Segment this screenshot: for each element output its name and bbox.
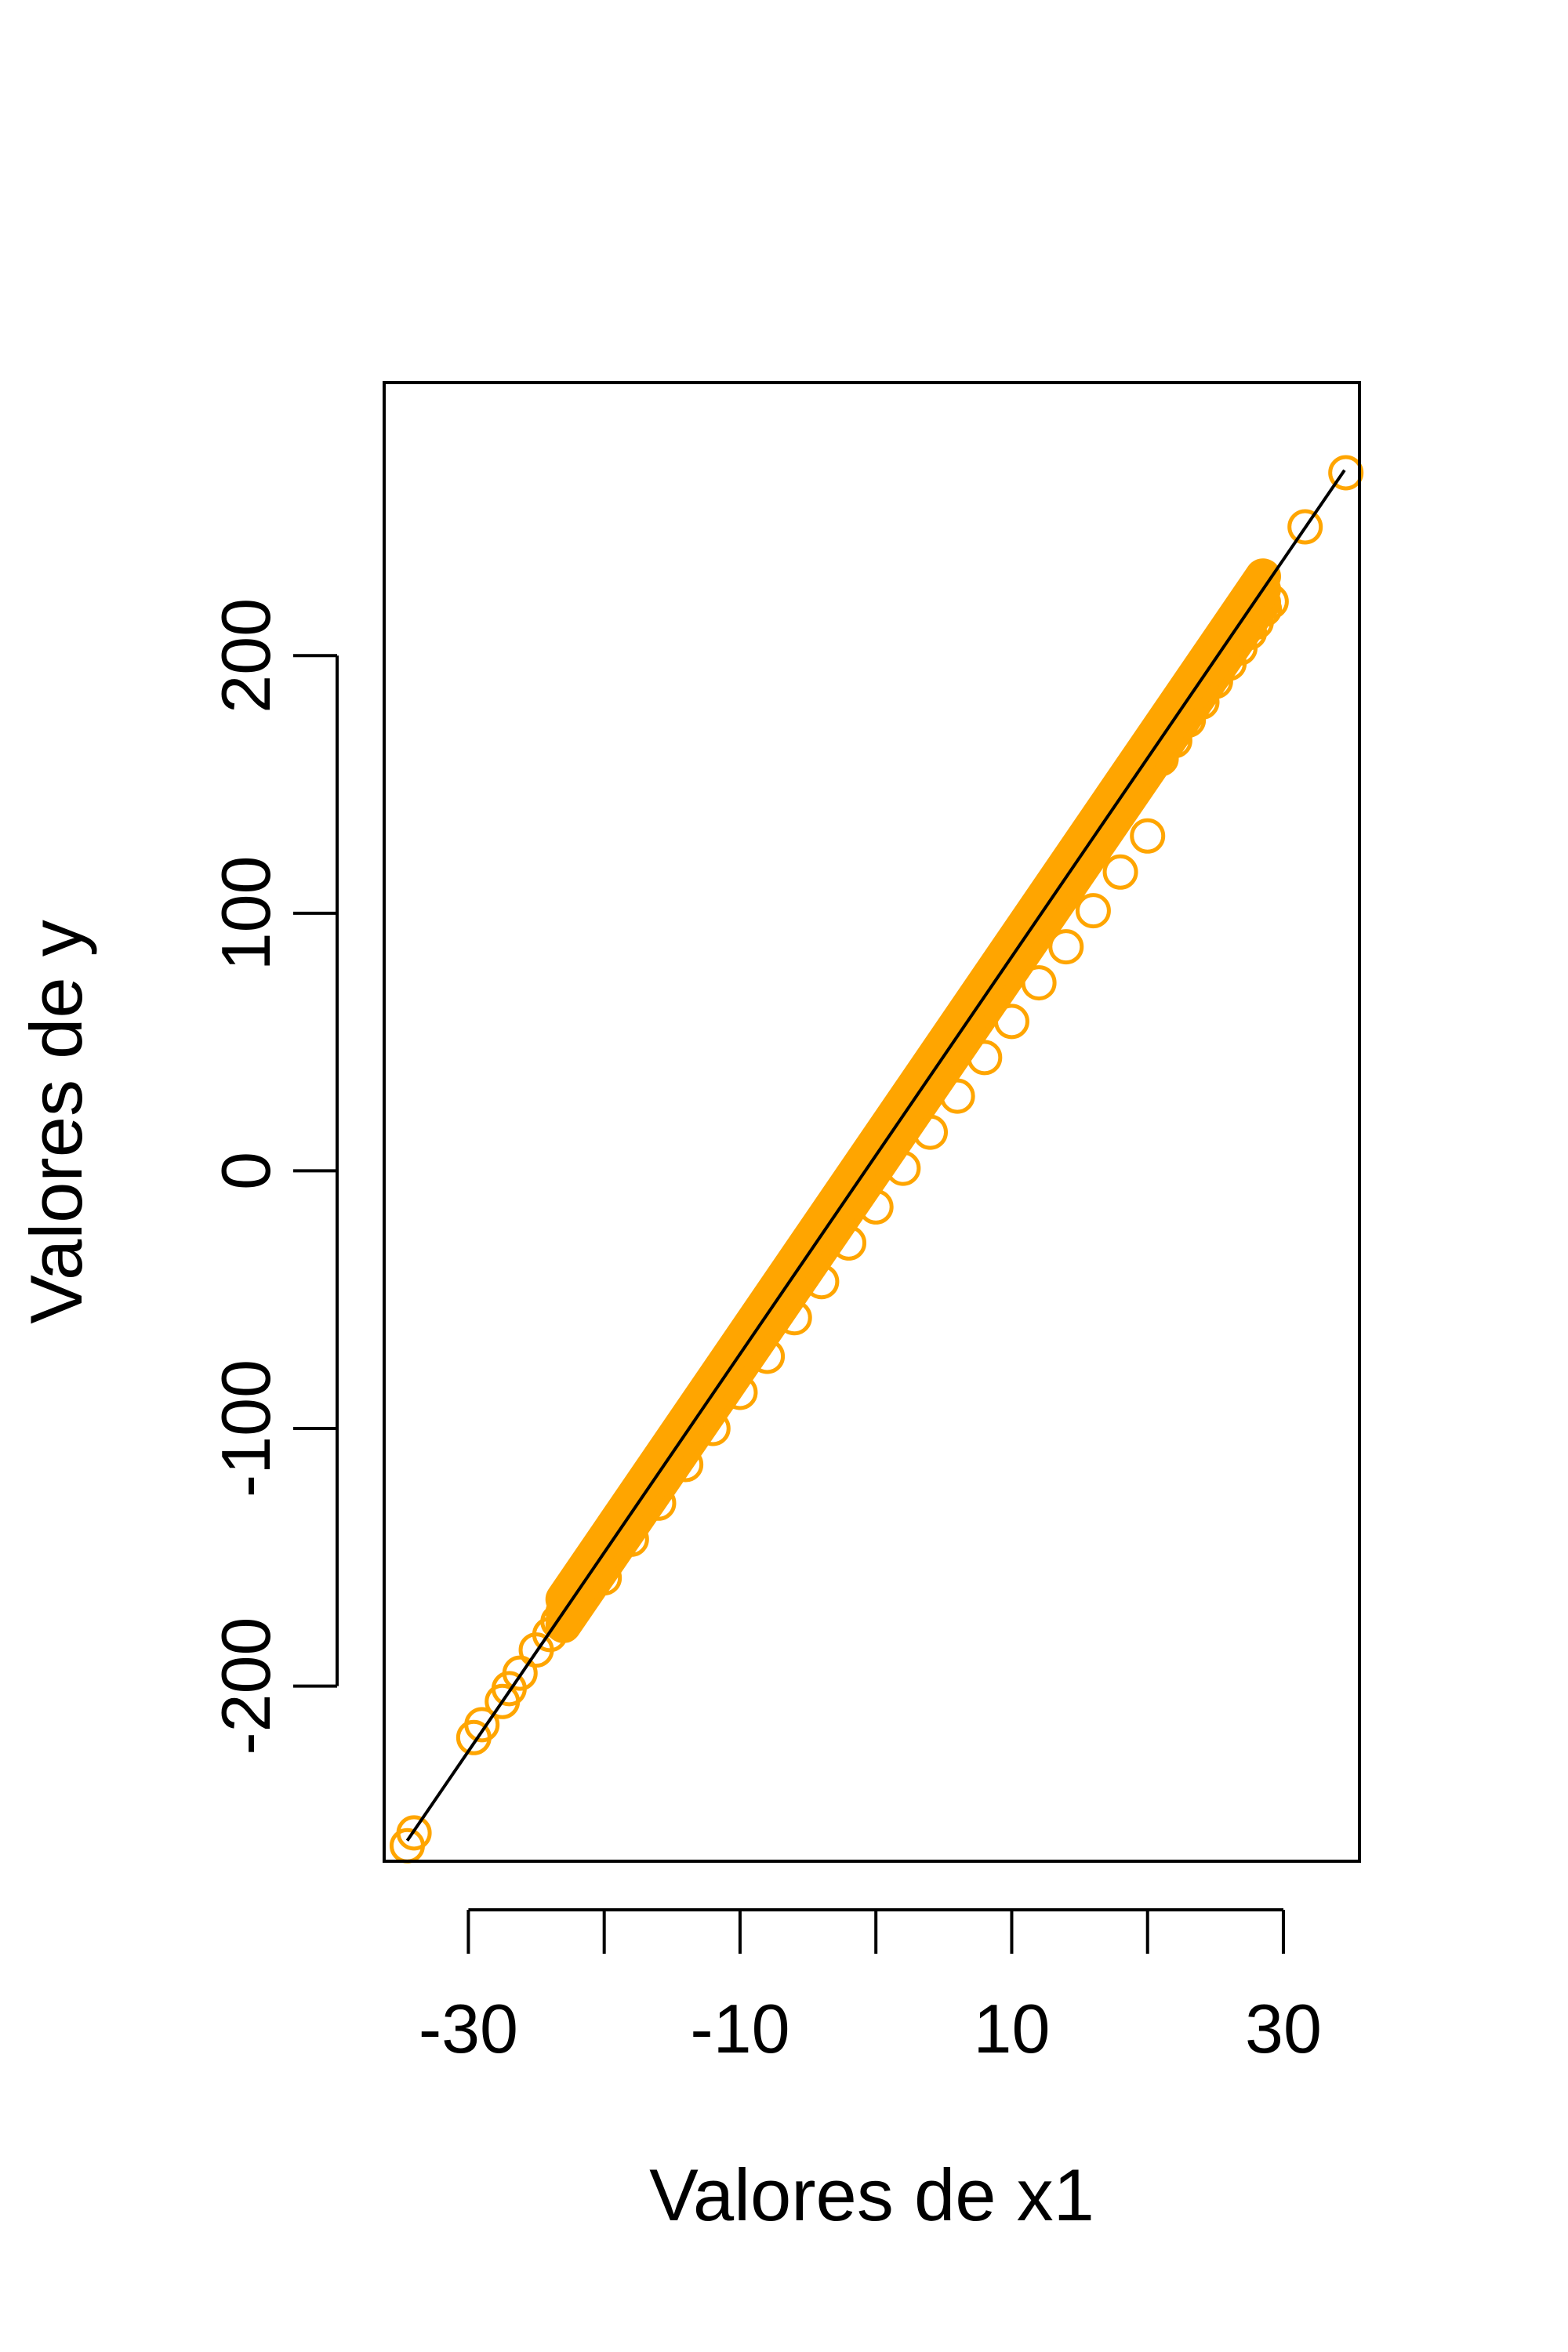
data-point xyxy=(1130,818,1166,854)
x-tick-label: -10 xyxy=(690,1990,789,2067)
data-point xyxy=(1102,854,1138,890)
data-point xyxy=(464,1707,500,1743)
y-axis-title: Valores de y xyxy=(15,920,97,1324)
plot-frame xyxy=(383,381,1361,1863)
fit-line xyxy=(405,469,1346,1842)
x-tick-label: -30 xyxy=(419,1990,518,2067)
data-point xyxy=(502,1655,538,1691)
x-axis: -30 -10 10 30 xyxy=(419,1908,1322,2067)
y-tick-label: 0 xyxy=(207,1152,285,1190)
point-band xyxy=(545,558,1281,1617)
y-tick-label: -100 xyxy=(207,1359,285,1497)
x-tick-label: 10 xyxy=(974,1990,1051,2067)
y-tick-label: 100 xyxy=(207,855,285,971)
x-axis-title: Valores de x1 xyxy=(649,2154,1094,2236)
data-point xyxy=(1075,893,1111,929)
data-point xyxy=(1048,929,1084,965)
x-tick-label: 30 xyxy=(1245,1990,1322,2067)
data-point xyxy=(1328,455,1364,491)
fit-line-layer xyxy=(405,469,1346,1842)
data-point xyxy=(396,1815,432,1851)
y-tick-label: -200 xyxy=(207,1617,285,1755)
y-tick-label: 200 xyxy=(207,598,285,713)
y-axis: -200 -100 0 100 200 xyxy=(207,598,339,1755)
data-point xyxy=(1287,509,1323,545)
